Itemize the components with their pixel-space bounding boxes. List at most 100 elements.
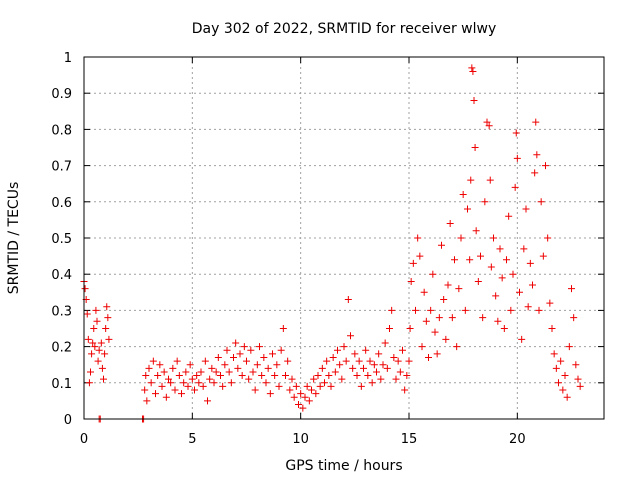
data-point [409, 259, 417, 267]
data-point [355, 357, 363, 365]
data-point [217, 372, 224, 380]
data-point [431, 328, 439, 336]
data-point [277, 346, 285, 354]
x-tick-label: 15 [401, 432, 418, 447]
data-point [238, 372, 246, 380]
data-point [513, 154, 521, 162]
y-tick-label: 0.9 [51, 87, 72, 102]
data-point [316, 382, 324, 390]
x-tick-label: 0 [80, 432, 88, 447]
data-point [236, 350, 244, 358]
data-point [149, 357, 157, 365]
data-point [509, 270, 517, 278]
data-point [98, 364, 106, 372]
data-point [539, 252, 547, 260]
data-point [329, 353, 337, 361]
y-tick-label: 0.2 [51, 341, 72, 356]
data-point [336, 361, 344, 369]
data-point [85, 379, 93, 387]
data-point [286, 386, 294, 394]
data-point [522, 205, 530, 213]
data-point [459, 191, 467, 199]
data-point [160, 368, 168, 376]
data-point [414, 234, 422, 242]
data-point [100, 375, 107, 383]
data-point [142, 372, 150, 380]
data-point [379, 361, 387, 369]
data-point [529, 281, 536, 289]
data-point [520, 245, 528, 253]
data-point [503, 256, 510, 264]
data-point [199, 382, 207, 390]
data-point [479, 314, 487, 322]
data-point [175, 372, 183, 380]
data-point [477, 252, 484, 260]
data-point [264, 364, 272, 372]
y-tick-label: 0.5 [51, 232, 72, 247]
data-point [288, 375, 296, 383]
data-point [95, 346, 103, 354]
y-tick-label: 0.3 [51, 304, 72, 319]
data-point [89, 339, 97, 347]
data-point [492, 292, 500, 300]
data-point [405, 357, 413, 365]
data-point [470, 96, 478, 104]
data-point [184, 382, 192, 390]
data-point [83, 310, 91, 318]
data-point [230, 353, 237, 361]
data-point [349, 364, 357, 372]
data-point [422, 317, 430, 325]
data-point [191, 386, 198, 394]
data-point [433, 350, 441, 358]
data-point [101, 350, 109, 358]
data-point [381, 339, 389, 347]
data-point [292, 382, 300, 390]
data-point [377, 375, 385, 383]
data-point [303, 382, 311, 390]
data-point [208, 364, 216, 372]
data-point [84, 335, 92, 343]
data-point [206, 375, 214, 383]
data-point [390, 353, 398, 361]
data-point [305, 397, 313, 405]
data-point [425, 353, 432, 361]
data-point [234, 364, 242, 372]
data-point [353, 372, 361, 380]
data-point [195, 379, 203, 387]
data-point [275, 382, 283, 390]
data-point [542, 162, 549, 170]
x-axis-label: GPS time / hours [285, 458, 402, 474]
data-point [486, 176, 494, 184]
data-point [279, 325, 287, 332]
data-point [500, 325, 508, 332]
data-point [461, 306, 469, 314]
y-axis-label: SRMTID / TECUs [6, 182, 22, 295]
data-point [362, 346, 370, 354]
data-point [212, 368, 220, 376]
data-point [399, 346, 406, 354]
data-point [188, 375, 196, 383]
data-point [81, 285, 89, 293]
data-point [526, 259, 534, 267]
data-point [568, 285, 575, 293]
data-point [266, 390, 274, 398]
data-point [505, 212, 513, 220]
data-point [154, 372, 162, 380]
data-point [494, 317, 502, 325]
data-point [427, 306, 435, 314]
data-point [152, 390, 159, 398]
data-point [167, 379, 175, 387]
data-point [260, 353, 268, 361]
data-point [570, 314, 578, 322]
data-point [318, 364, 326, 372]
y-tick-label: 0.1 [51, 377, 72, 392]
data-point [91, 343, 99, 351]
data-point [412, 306, 419, 314]
data-point [223, 346, 231, 354]
data-point [221, 361, 229, 369]
data-point [396, 368, 404, 376]
data-point [245, 375, 253, 383]
data-point [193, 372, 201, 380]
data-point [338, 375, 346, 383]
data-point [182, 368, 190, 376]
